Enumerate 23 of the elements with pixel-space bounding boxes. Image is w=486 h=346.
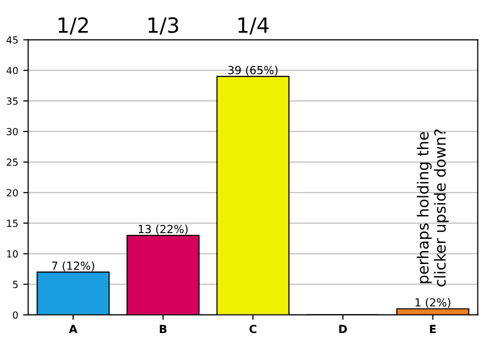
x-tick-label: B — [160, 324, 167, 334]
y-tick-label: 10 — [7, 250, 18, 258]
data-label: 7 (12%) — [52, 261, 94, 272]
annotation: perhaps holding the clicker upside down? — [416, 129, 449, 287]
y-tick-label: 30 — [6, 128, 18, 136]
y-tick-label: 25 — [6, 158, 18, 166]
data-label: 13 (22%) — [138, 224, 188, 235]
data-label: 1 (2%) — [416, 298, 450, 308]
y-tick-label: 20 — [6, 189, 18, 196]
text: 1/4 — [238, 18, 269, 35]
x-tick-label: C — [249, 324, 256, 334]
y-tick-label: 35 — [6, 97, 18, 105]
y-tick-label: 15 — [7, 220, 18, 227]
y-tick-label: 45 — [6, 36, 18, 44]
text: 1/2 — [58, 17, 88, 35]
y-tick-label: 0 — [12, 311, 18, 319]
x-tick-label: A — [68, 324, 78, 334]
text: 1/3 — [148, 17, 178, 35]
x-tick-label: D — [339, 324, 347, 334]
x-tick-label: E — [430, 324, 436, 334]
y-tick-label: 5 — [13, 280, 18, 288]
data-label: 39 (65%) — [228, 66, 278, 76]
y-tick-label: 40 — [6, 66, 18, 74]
